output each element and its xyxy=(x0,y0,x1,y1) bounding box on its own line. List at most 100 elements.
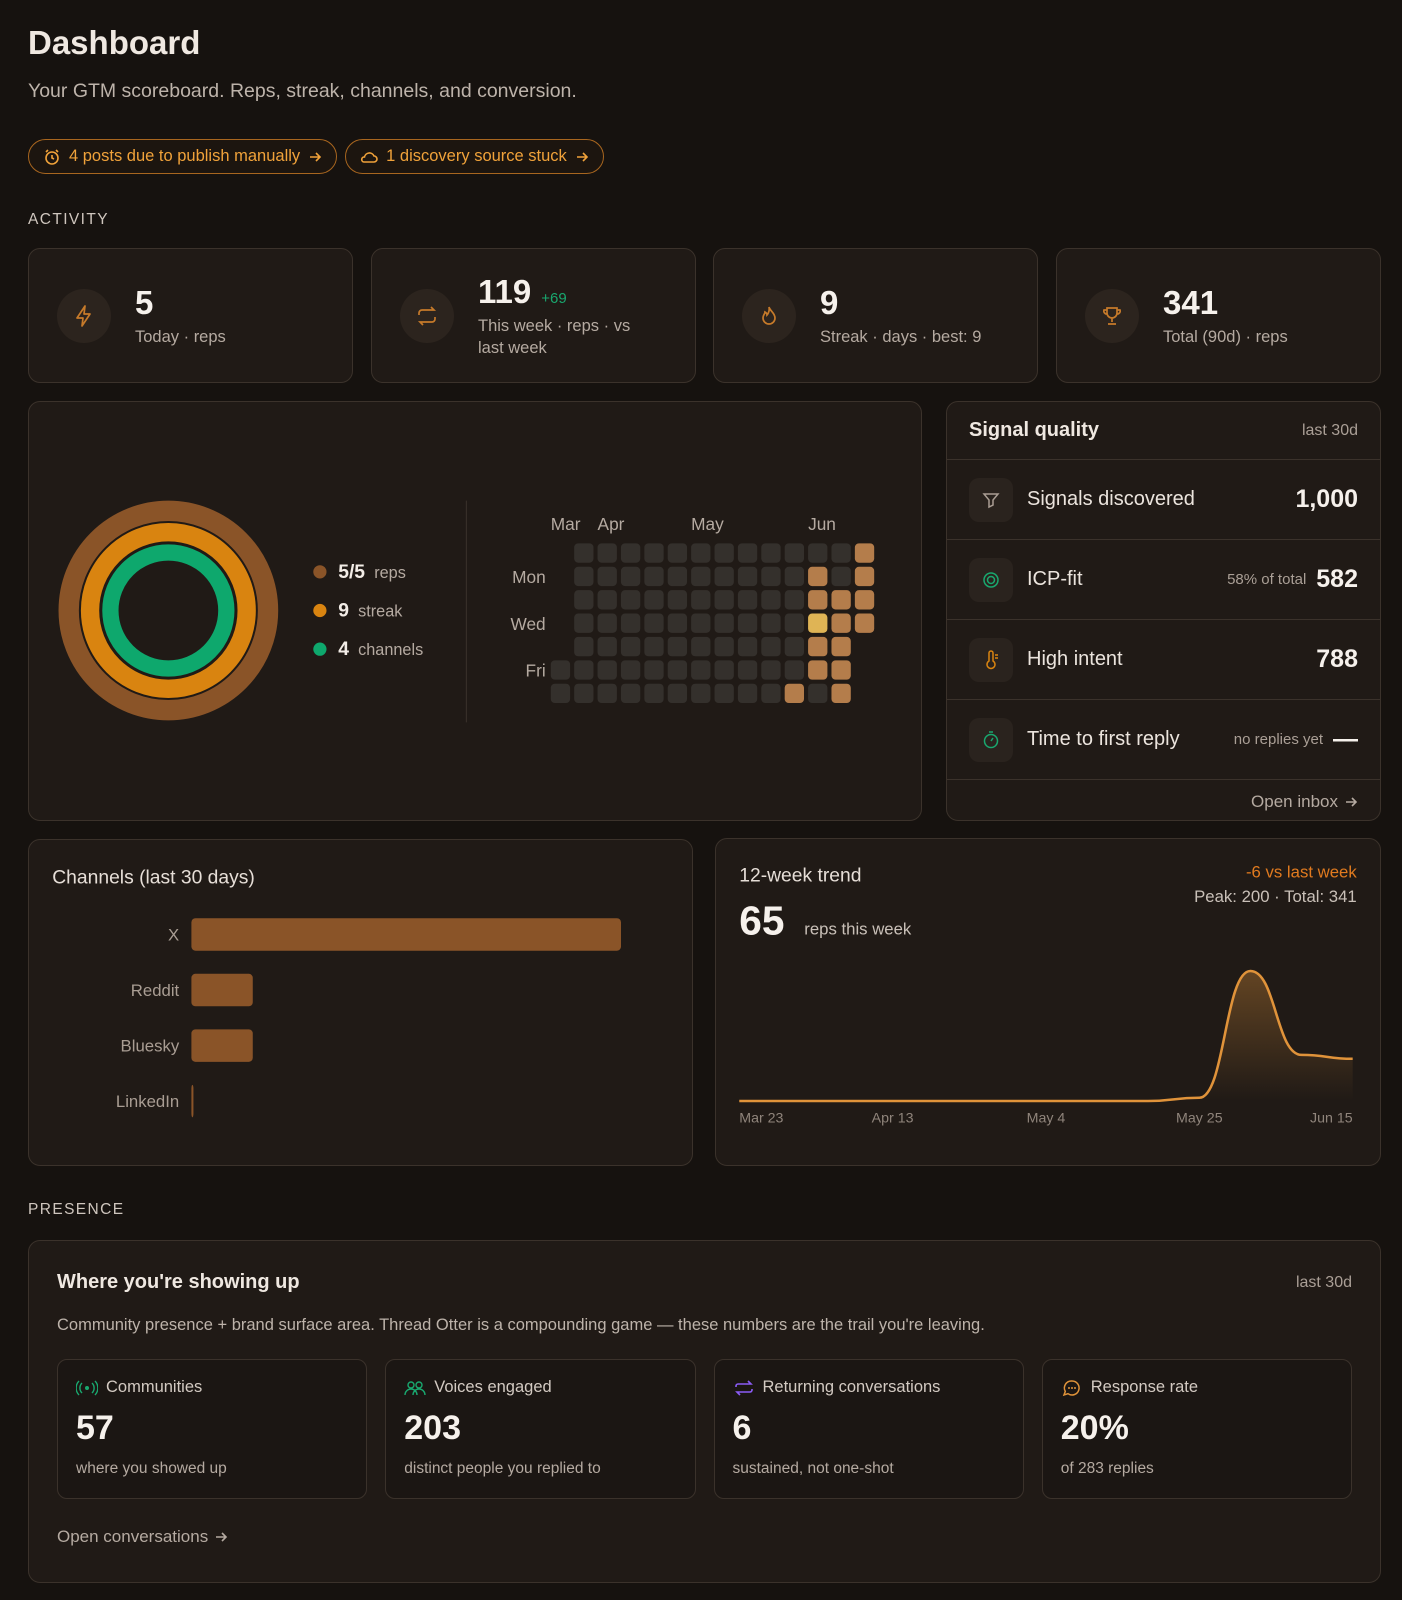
stat-value: 9 xyxy=(820,283,839,321)
channels-card: Channels (last 30 days) X Reddit Bluesky Lin… xyxy=(28,839,693,1166)
stat-card: 119 +69 This week · reps · vs last week xyxy=(371,248,696,383)
heatmap-cell xyxy=(784,566,805,587)
metric-caption: sustained, not one-shot xyxy=(732,1460,894,1477)
heatmap-cell xyxy=(574,566,594,587)
stat-caption: Streak · days · best: 9 xyxy=(820,327,982,346)
heatmap-cell xyxy=(831,613,851,633)
heatmap-cell xyxy=(831,636,851,657)
signal-row: ICP-fit 58% of total 582 xyxy=(947,540,1380,620)
heatmap-cell xyxy=(854,543,875,563)
heatmap-cell xyxy=(574,683,594,704)
x-tick-label: May 25 xyxy=(1176,1110,1223,1126)
trophy-icon xyxy=(1102,306,1122,325)
trend-area xyxy=(739,971,1353,1102)
heatmap-cell xyxy=(691,590,711,610)
metric-card: Returning conversations 6 sustained, not… xyxy=(713,1359,1024,1499)
month-label: May xyxy=(691,514,724,534)
stat-delta: +69 xyxy=(541,289,567,307)
heatmap-cell xyxy=(620,590,641,610)
heatmap-cell xyxy=(644,683,664,704)
heatmap-cell xyxy=(644,613,664,633)
heatmap-cell xyxy=(597,543,617,563)
signal-period: last 30d xyxy=(1301,421,1358,439)
link-text: Open conversations xyxy=(57,1527,209,1546)
day-label: Mon xyxy=(512,567,546,587)
x-tick-label: Jun 15 xyxy=(1310,1110,1353,1126)
ring xyxy=(102,544,235,677)
heatmap-cell xyxy=(574,636,594,657)
bar xyxy=(191,918,622,951)
stat-icon xyxy=(57,288,111,343)
heatmap-cell xyxy=(691,543,711,563)
metric-label-row: Communities xyxy=(76,1378,348,1397)
heatmap-cell xyxy=(667,543,688,563)
stat-card: 9 Streak · days · best: 9 xyxy=(713,248,1038,383)
legend-value: 5/5 xyxy=(338,562,365,583)
metric-label-row: Response rate xyxy=(1061,1378,1333,1397)
heatmap-cell xyxy=(597,590,617,610)
heatmap-cell xyxy=(714,660,734,680)
stat-icon xyxy=(742,288,796,343)
heatmap-cell xyxy=(597,613,617,633)
metric-label: Returning conversations xyxy=(762,1378,941,1396)
section-label: ACTIVITY xyxy=(28,211,109,228)
heatmap-cell xyxy=(667,660,688,680)
heatmap-cell xyxy=(808,566,828,587)
heatmap-cell xyxy=(620,613,641,633)
alerts: 4 posts due to publish manually 1 discov… xyxy=(28,139,612,174)
filter-icon xyxy=(982,492,1000,508)
section-label: PRESENCE xyxy=(28,1201,125,1218)
flame-icon xyxy=(762,306,776,325)
heatmap-cell xyxy=(737,543,758,563)
repeat-icon xyxy=(417,305,437,326)
metric-card: Voices engaged 203 distinct people you r… xyxy=(385,1359,696,1499)
signal-label: Signals discovered xyxy=(1027,488,1195,510)
heatmap-cell xyxy=(714,683,734,704)
presence-metrics: Communities 57 where you showed up Voice… xyxy=(57,1359,1352,1499)
heatmap-cell xyxy=(831,590,851,610)
heatmap-cell xyxy=(737,636,758,657)
heatmap-cell xyxy=(597,683,617,704)
heatmap-cell xyxy=(667,590,688,610)
x-tick-label: May 4 xyxy=(1027,1110,1066,1126)
trend-value: 65 xyxy=(739,897,784,943)
heatmap-cell xyxy=(737,660,758,680)
signal-value: 1,000 xyxy=(1295,485,1358,513)
stat-caption: Today · reps xyxy=(135,327,226,346)
bar xyxy=(191,1084,194,1118)
heatmap-cell xyxy=(831,566,851,587)
open-inbox-link[interactable]: Open inbox xyxy=(1251,792,1358,812)
heatmap-cell xyxy=(667,613,688,633)
alert-pill[interactable]: 1 discovery source stuck xyxy=(345,139,604,174)
category-label: LinkedIn xyxy=(116,1092,179,1111)
open-conversations-link[interactable]: Open conversations xyxy=(57,1527,228,1547)
arrow-icon xyxy=(1346,797,1358,807)
heatmap-cell xyxy=(808,636,828,657)
signal-value: 788 xyxy=(1316,645,1358,673)
heatmap-cell xyxy=(550,660,571,680)
heatmap-cell xyxy=(597,566,617,587)
heatmap-cell xyxy=(644,566,664,587)
broadcast-icon xyxy=(76,1380,98,1395)
legend-dot xyxy=(313,642,327,656)
metric-label-row: Voices engaged xyxy=(404,1378,676,1397)
channels-chart: Channels (last 30 days) X Reddit Bluesky Lin… xyxy=(52,868,622,1118)
day-label: Wed xyxy=(510,614,545,634)
heatmap-cell xyxy=(644,590,664,610)
heatmap-cell xyxy=(620,566,641,587)
overview-card: 5/5 reps 9 streak 4 channels Mar Apr May Jun Mon We… xyxy=(28,401,922,821)
heatmap-cell xyxy=(644,636,664,657)
presence-card: Where you're showing up last 30d Communi… xyxy=(28,1240,1381,1583)
repeat-icon xyxy=(734,1379,753,1396)
stat-value: 119 xyxy=(478,272,532,310)
heatmap-cell xyxy=(714,543,734,563)
heatmap-cell xyxy=(691,566,711,587)
heatmap-cell xyxy=(620,683,641,704)
cloud-icon xyxy=(361,151,378,163)
signal-label: High intent xyxy=(1027,648,1123,670)
heatmap-cell xyxy=(737,590,758,610)
alert-pill[interactable]: 4 posts due to publish manually xyxy=(28,139,338,174)
x-tick-label: Mar 23 xyxy=(739,1110,783,1126)
legend-value: 9 xyxy=(338,601,349,622)
metric-card: Communities 57 where you showed up xyxy=(57,1359,368,1499)
